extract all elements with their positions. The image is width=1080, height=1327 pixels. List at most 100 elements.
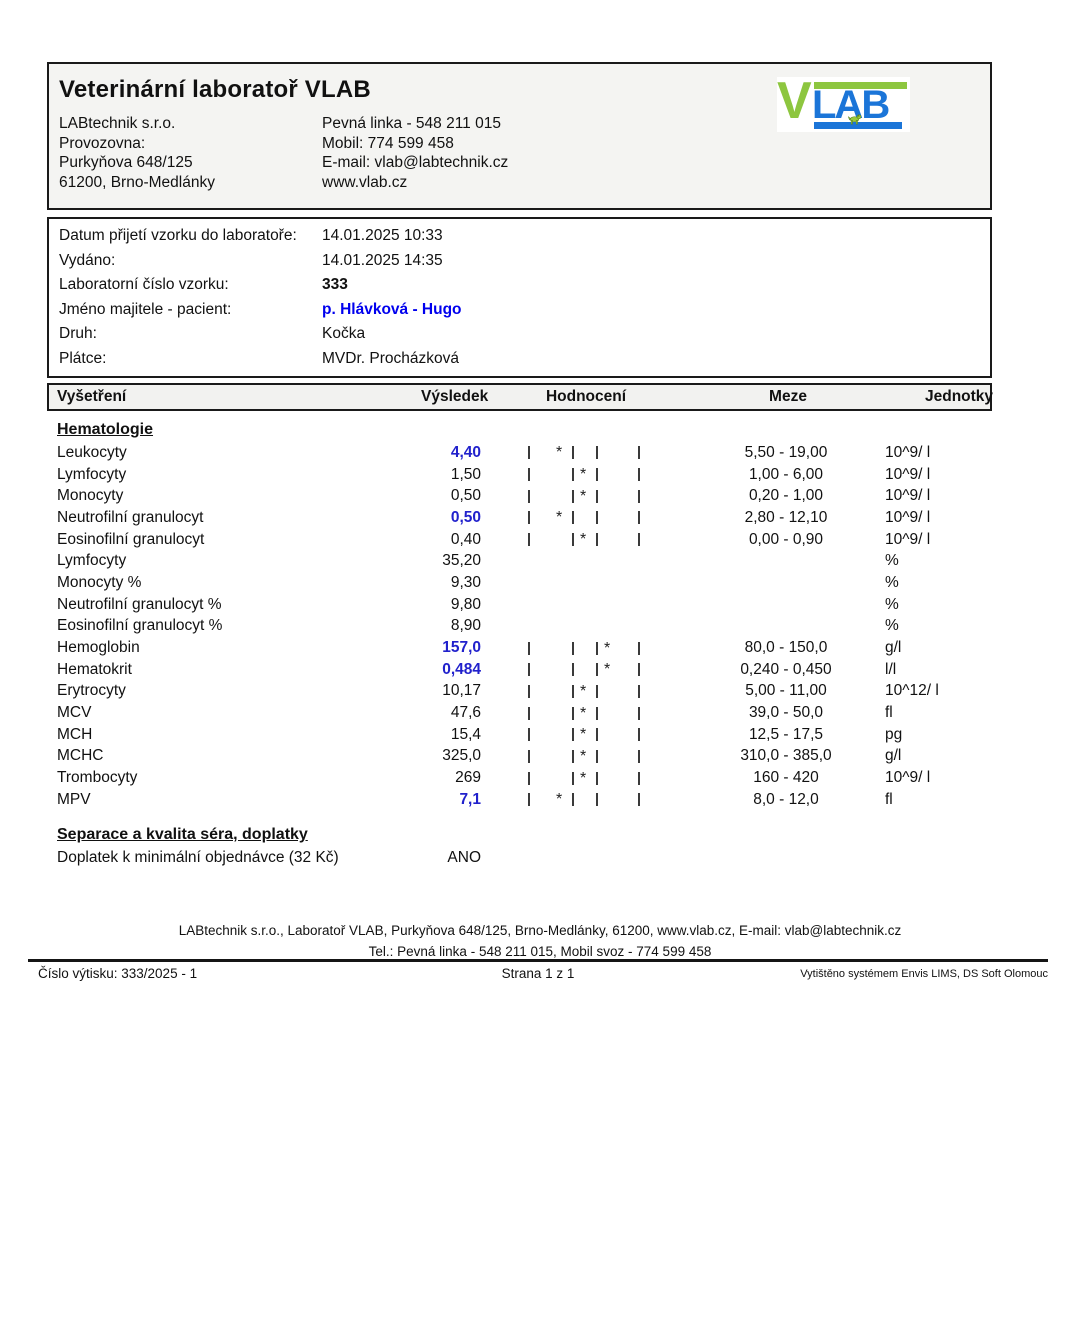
test-name: Leukocyty: [57, 443, 127, 461]
result-row: Neutrofilní granulocyt 0,50 * 2,80 - 12,10 1…: [47, 507, 992, 529]
scale-bar: [528, 749, 530, 763]
test-name: MPV: [57, 790, 91, 808]
scale-bar: [596, 793, 598, 807]
company-city: 61200, Brno-Medlánky: [59, 173, 215, 191]
test-result: 1,50: [450, 465, 481, 483]
contact-email: E-mail: vlab@labtechnik.cz: [322, 154, 509, 171]
info-row: Laboratorní číslo vzorku: 333: [59, 273, 990, 298]
info-value: 14.01.2025 14:35: [322, 251, 443, 269]
scale-bar: [596, 771, 598, 785]
assessment-cell: *: [481, 640, 687, 657]
value-marker: *: [580, 531, 587, 549]
test-result: 47,6: [450, 704, 481, 722]
info-label: Druh:: [59, 325, 97, 343]
assessment-cell: *: [481, 683, 687, 700]
reference-range: 1,00 - 6,00: [748, 465, 824, 483]
assessment-cell: *: [481, 791, 687, 808]
company-address: LABtechnik s.r.o. Provozovna: Purkyňova …: [59, 114, 322, 192]
result-row: Leukocyty 4,40 * 5,50 - 19,00 10^9/ l: [47, 442, 992, 464]
scale-bar: [596, 663, 598, 677]
scale-bar: [572, 771, 574, 785]
scale-bar: [638, 793, 640, 807]
scale-bar: [572, 663, 574, 677]
unit: %: [885, 595, 899, 613]
assessment-scale: *: [528, 487, 640, 505]
unit: 10^9/ l: [885, 465, 931, 483]
scale-bar: [638, 641, 640, 655]
company-street: Purkyňova 648/125: [59, 154, 193, 171]
scale-bar: [572, 684, 574, 698]
assessment-scale: *: [528, 791, 640, 808]
scale-bar: [572, 706, 574, 720]
test-name: MCV: [57, 704, 92, 722]
test-name: Hematokrit: [57, 660, 132, 678]
assessment-scale: *: [528, 769, 640, 787]
unit: 10^9/ l: [885, 443, 931, 461]
sample-info-box: Datum přijetí vzorku do laboratoře: 14.01…: [47, 217, 992, 378]
unit: 10^9/ l: [885, 530, 931, 548]
reference-range: 12,5 - 17,5: [748, 725, 824, 743]
scale-bar: [638, 468, 640, 482]
value-marker: *: [556, 444, 563, 462]
logo-blue-bar: [814, 122, 902, 129]
test-name: Trombocyty: [57, 769, 138, 787]
column-header-result: Výsledek: [421, 388, 489, 405]
test-name: Doplatek k minimální objednávce (32 Kč): [57, 848, 339, 866]
assessment-scale: *: [528, 748, 640, 765]
section-title: Hematologie: [57, 421, 154, 438]
test-name: Neutrofilní granulocyt: [57, 508, 204, 526]
result-row: MPV 7,1 * 8,0 - 12,0 fl: [47, 789, 992, 811]
result-row: Neutrofilní granulocyt % 9,80%: [47, 594, 992, 616]
assessment-scale: *: [528, 466, 640, 484]
assessment-scale: *: [528, 444, 640, 462]
info-label: Jméno majitele - pacient:: [59, 300, 232, 318]
result-row: Eosinofilní granulocyt 0,40 * 0,00 - 0,90 10…: [47, 529, 992, 551]
assessment-scale: *: [528, 640, 640, 657]
info-value: p. Hlávková - Hugo: [322, 300, 462, 318]
reference-range: 310,0 - 385,0: [740, 747, 832, 765]
value-marker: *: [604, 661, 611, 679]
page-indicator: Strana 1 z 1: [501, 966, 575, 981]
test-name: Erytrocyty: [57, 682, 126, 700]
column-header-units: Jednotky: [925, 388, 994, 405]
scale-bar: [596, 489, 598, 503]
info-value: 14.01.2025 10:33: [322, 227, 443, 245]
scale-bar: [596, 511, 598, 525]
value-marker: *: [580, 466, 587, 484]
column-header-range: Meze: [769, 388, 807, 405]
scale-bar: [638, 446, 640, 460]
test-name: Neutrofilní granulocyt %: [57, 595, 222, 613]
unit: 10^9/ l: [885, 508, 931, 526]
test-result: 0,40: [450, 530, 481, 548]
scale-bar: [528, 489, 530, 503]
scale-bar: [638, 533, 640, 547]
test-result: 35,20: [442, 552, 481, 570]
scale-bar: [596, 706, 598, 720]
reference-range: 160 - 420: [753, 769, 819, 787]
info-row: Vydáno: 14.01.2025 14:35: [59, 249, 990, 274]
section-title: Separace a kvalita séra, doplatky: [57, 825, 308, 843]
report-content: Veterinární laboratoř VLAB LABtechnik s.…: [47, 62, 994, 868]
value-marker: *: [580, 487, 587, 505]
scale-bar: [572, 533, 574, 547]
assessment-scale: *: [528, 509, 640, 526]
scale-bar: [572, 446, 574, 460]
test-result: 9,80: [450, 595, 481, 613]
value-marker: *: [580, 769, 587, 787]
assessment-scale: *: [528, 683, 640, 700]
address-columns: LABtechnik s.r.o. Provozovna: Purkyňova …: [59, 114, 990, 192]
results-table-header: Vyšetření Výsledek Hodnocení Meze Jednot…: [47, 383, 994, 411]
info-row: Druh: Kočka: [59, 322, 990, 347]
test-result: 7,1: [459, 790, 481, 808]
unit: g/l: [885, 639, 902, 657]
result-row: Hemoglobin 157,0 * 80,0 - 150,0 g/l: [47, 637, 992, 659]
test-result: 269: [455, 769, 481, 787]
test-name: Monocyty %: [57, 573, 142, 591]
print-number: Číslo výtisku: 333/2025 - 1: [38, 966, 198, 981]
reference-range: 5,50 - 19,00: [744, 443, 828, 461]
reference-range: 80,0 - 150,0: [744, 639, 828, 657]
scale-bar: [638, 706, 640, 720]
assessment-cell: *: [481, 487, 687, 505]
scale-bar: [528, 446, 530, 460]
